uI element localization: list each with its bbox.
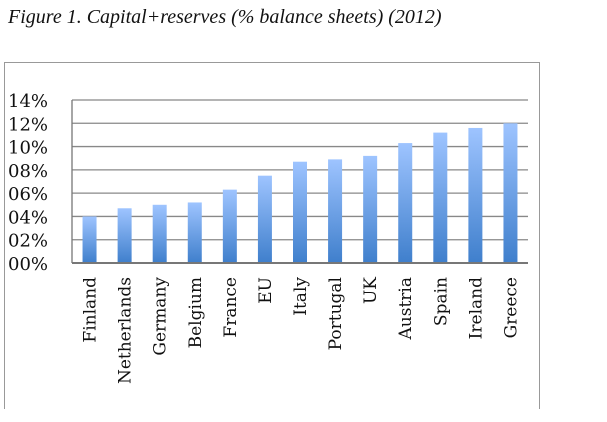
bar-finland <box>82 216 97 263</box>
bar-italy <box>293 161 307 263</box>
y-tick-label: 08% <box>8 161 48 182</box>
chart-title: Figure 1. Capital+reserves (% balance sh… <box>8 6 442 28</box>
y-tick-label: 04% <box>8 207 48 228</box>
chart-frame <box>4 62 540 409</box>
bar-france <box>222 189 237 263</box>
x-tick-label: Netherlands <box>116 277 136 384</box>
y-tick-label: 10% <box>8 138 48 159</box>
bar-austria <box>398 143 413 263</box>
x-tick-label: Ireland <box>466 277 486 339</box>
bar-belgium <box>187 202 202 263</box>
x-tick-label: Austria <box>396 277 416 340</box>
bar-netherlands <box>117 208 132 263</box>
bar-uk <box>363 155 378 263</box>
x-tick-label: France <box>221 277 241 338</box>
x-tick-label: EU <box>256 277 276 304</box>
bar-greece <box>503 123 518 264</box>
x-tick-label: Spain <box>431 277 451 326</box>
x-tick-label: Greece <box>501 277 521 338</box>
x-tick-label: Italy <box>291 277 311 316</box>
bar-portugal <box>328 159 343 263</box>
bar-eu <box>257 175 272 263</box>
x-tick-label: UK <box>361 277 381 304</box>
y-tick-label: 02% <box>8 231 48 252</box>
x-tick-label: Portugal <box>326 277 346 350</box>
x-tick-label: Germany <box>151 277 171 356</box>
bar-germany <box>152 204 167 263</box>
x-tick-label: Finland <box>81 277 101 343</box>
bar-spain <box>433 132 448 263</box>
x-tick-label: Belgium <box>186 277 206 348</box>
bar-ireland <box>468 127 483 263</box>
y-tick-label: 14% <box>8 91 48 112</box>
y-tick-label: 00% <box>8 254 48 275</box>
y-tick-label: 12% <box>8 114 48 135</box>
y-tick-label: 06% <box>8 184 48 205</box>
